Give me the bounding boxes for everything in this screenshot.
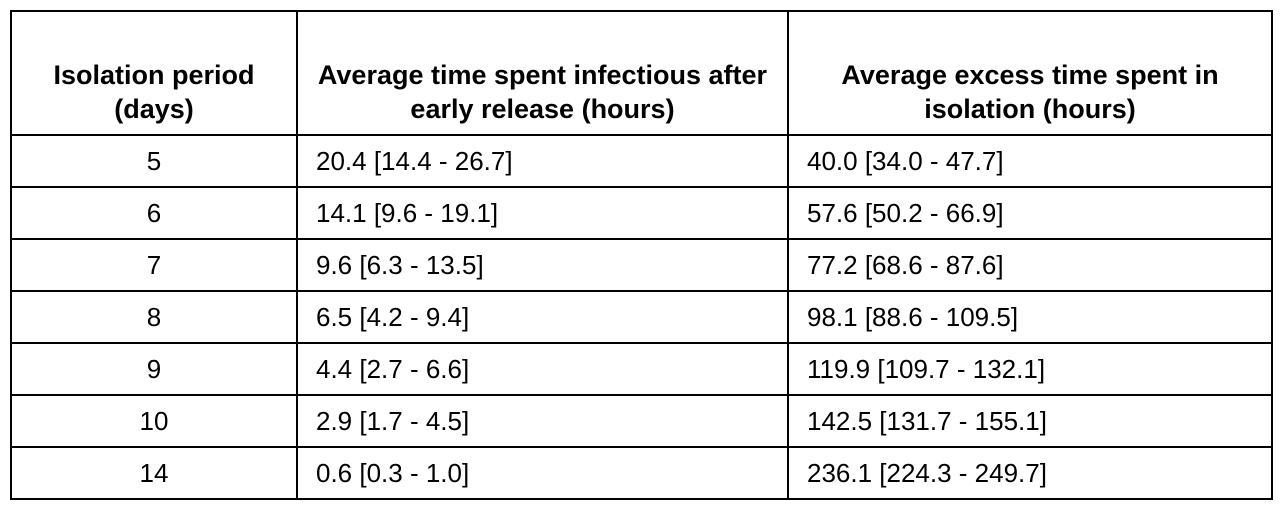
time-infectious-cell: 9.6 [6.3 - 13.5] — [296, 238, 789, 292]
table-header: Isolation period (days) Average time spe… — [10, 10, 1273, 136]
table-row: 14 0.6 [0.3 - 1.0] 236.1 [224.3 - 249.7] — [10, 446, 1273, 500]
table-row: 6 14.1 [9.6 - 19.1] 57.6 [50.2 - 66.9] — [10, 186, 1273, 240]
time-infectious-cell: 6.5 [4.2 - 9.4] — [296, 290, 789, 344]
isolation-period-cell: 9 — [10, 342, 298, 396]
time-infectious-cell: 4.4 [2.7 - 6.6] — [296, 342, 789, 396]
table-row: 10 2.9 [1.7 - 4.5] 142.5 [131.7 - 155.1] — [10, 394, 1273, 448]
time-infectious-cell: 2.9 [1.7 - 4.5] — [296, 394, 789, 448]
table-row: 7 9.6 [6.3 - 13.5] 77.2 [68.6 - 87.6] — [10, 238, 1273, 292]
isolation-period-cell: 6 — [10, 186, 298, 240]
isolation-period-cell: 7 — [10, 238, 298, 292]
header-row: Isolation period (days) Average time spe… — [10, 10, 1273, 136]
isolation-period-cell: 14 — [10, 446, 298, 500]
excess-time-cell: 40.0 [34.0 - 47.7] — [787, 134, 1273, 188]
time-infectious-cell: 14.1 [9.6 - 19.1] — [296, 186, 789, 240]
isolation-period-cell: 5 — [10, 134, 298, 188]
excess-time-cell: 57.6 [50.2 - 66.9] — [787, 186, 1273, 240]
header-excess-time: Average excess time spent in isolation (… — [787, 10, 1273, 136]
time-infectious-cell: 0.6 [0.3 - 1.0] — [296, 446, 789, 500]
excess-time-cell: 119.9 [109.7 - 132.1] — [787, 342, 1273, 396]
header-isolation-period: Isolation period (days) — [10, 10, 298, 136]
excess-time-cell: 142.5 [131.7 - 155.1] — [787, 394, 1273, 448]
excess-time-cell: 77.2 [68.6 - 87.6] — [787, 238, 1273, 292]
results-table: Isolation period (days) Average time spe… — [10, 10, 1273, 500]
isolation-period-cell: 10 — [10, 394, 298, 448]
excess-time-cell: 98.1 [88.6 - 109.5] — [787, 290, 1273, 344]
excess-time-cell: 236.1 [224.3 - 249.7] — [787, 446, 1273, 500]
isolation-period-cell: 8 — [10, 290, 298, 344]
time-infectious-cell: 20.4 [14.4 - 26.7] — [296, 134, 789, 188]
table-row: 9 4.4 [2.7 - 6.6] 119.9 [109.7 - 132.1] — [10, 342, 1273, 396]
table-body: 5 20.4 [14.4 - 26.7] 40.0 [34.0 - 47.7] … — [10, 134, 1273, 500]
header-time-infectious: Average time spent infectious after earl… — [296, 10, 789, 136]
table-row: 8 6.5 [4.2 - 9.4] 98.1 [88.6 - 109.5] — [10, 290, 1273, 344]
table-row: 5 20.4 [14.4 - 26.7] 40.0 [34.0 - 47.7] — [10, 134, 1273, 188]
